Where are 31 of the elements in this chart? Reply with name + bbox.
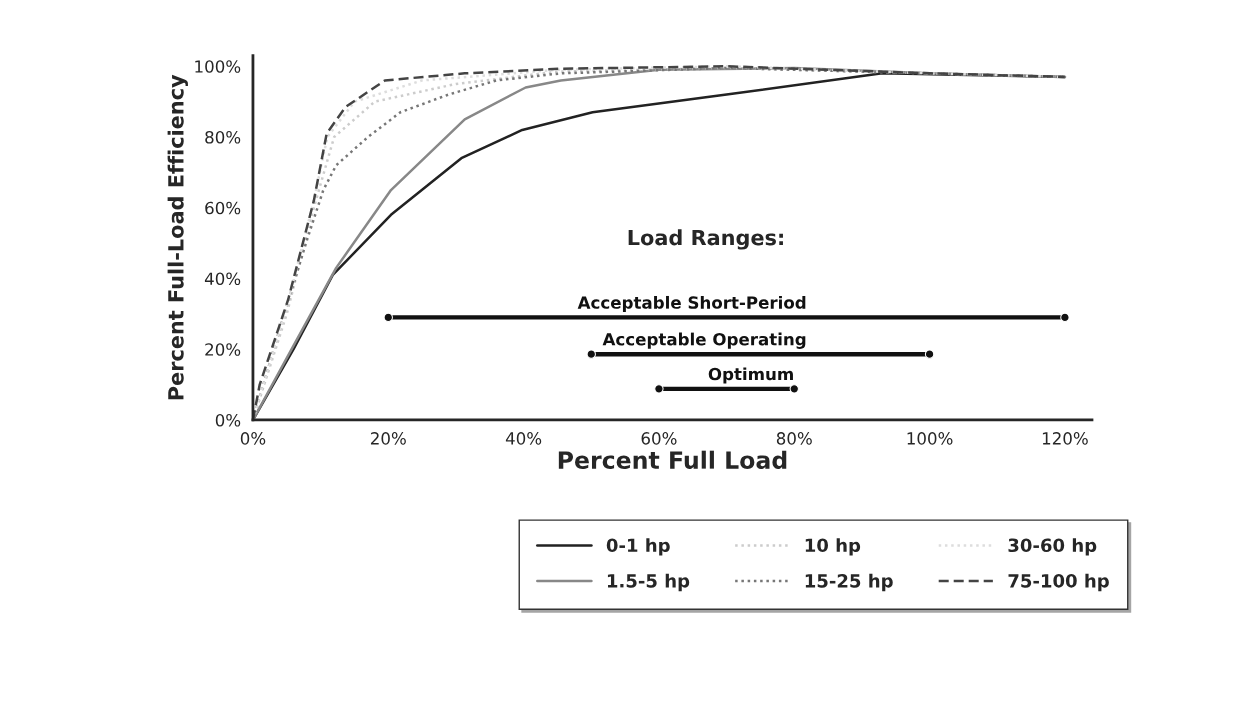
legend-label: 0-1 hp <box>606 538 670 556</box>
point <box>1060 312 1070 323</box>
series-label: Acceptable Operating <box>602 332 806 349</box>
y-tick-label: 100% <box>195 60 241 73</box>
legend-label: 15-25 hp <box>805 573 893 592</box>
series-label: Optimum <box>708 367 793 384</box>
legend-label: 30-60 hp <box>1008 538 1097 556</box>
x-axis-title: Percent Full Load <box>558 450 787 469</box>
legend-label: 10 hp <box>805 538 861 556</box>
point <box>924 349 935 359</box>
x-tick-label: 40% <box>505 432 542 445</box>
point <box>789 384 799 394</box>
annotation: Load Ranges: <box>628 229 783 250</box>
point <box>586 349 596 359</box>
point <box>383 312 393 323</box>
y-axis-title: Percent Full-Load Efficiency <box>167 74 188 400</box>
y-tick-label: 0% <box>215 413 241 427</box>
y-tick-label: 80% <box>205 130 241 144</box>
x-tick-label: 0% <box>240 432 266 445</box>
series-label: Acceptable Short-Period <box>577 295 806 313</box>
x-tick-label: 120% <box>1042 432 1088 445</box>
y-tick-label: 60% <box>205 201 241 215</box>
y-tick-label: 40% <box>204 272 241 286</box>
x-tick-label: 20% <box>370 432 406 445</box>
x-tick-label: 80% <box>776 432 812 445</box>
point <box>654 384 664 394</box>
y-tick-label: 20% <box>205 343 241 356</box>
legend-label: 1.5-5 hp <box>607 573 690 592</box>
legend-label: 75-100 hp <box>1008 573 1109 592</box>
x-tick-label: 100% <box>907 432 953 445</box>
x-tick-label: 60% <box>641 432 677 445</box>
